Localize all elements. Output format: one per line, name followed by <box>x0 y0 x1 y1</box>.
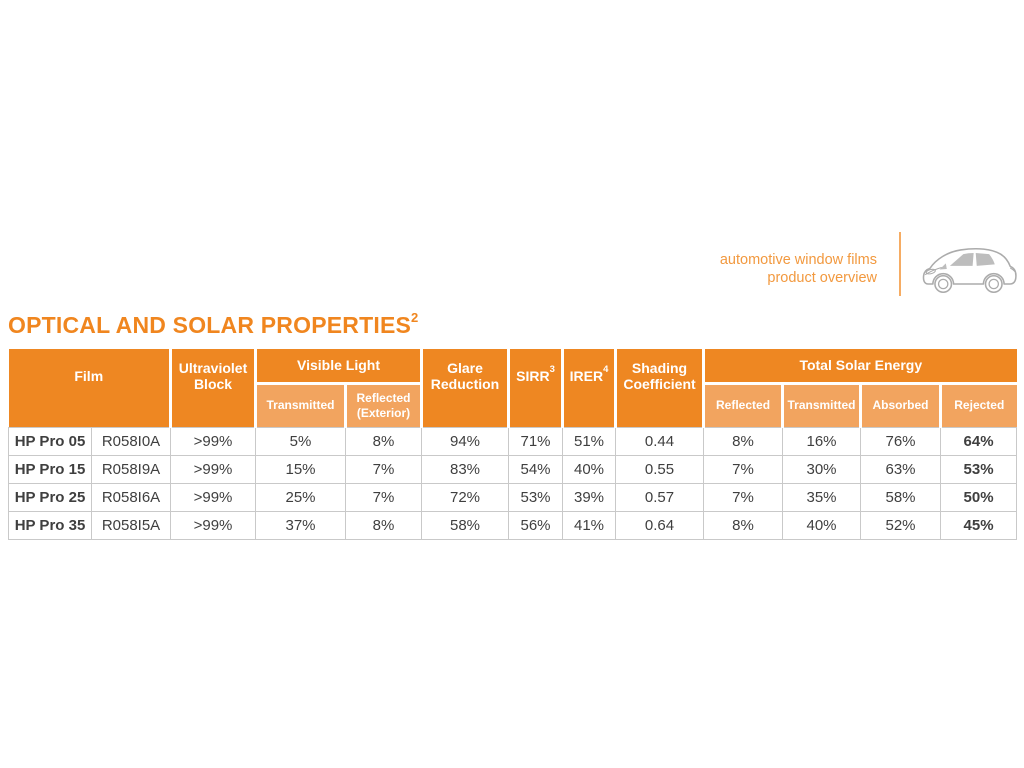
cell-vl-transmitted: 37% <box>255 510 346 540</box>
cell-glare-reduction: 72% <box>421 482 510 512</box>
cell-glare-reduction: 83% <box>421 454 510 484</box>
cell-film-code: R058I6A <box>91 482 171 512</box>
col-header-ultraviolet-block: Ultraviolet Block <box>170 349 257 427</box>
page-title: OPTICAL AND SOLAR PROPERTIES2 <box>8 310 419 339</box>
col-header-total-solar-energy: Total Solar Energy <box>703 349 1017 385</box>
cell-tse-reflected: 7% <box>703 482 784 512</box>
sirr-label: SIRR <box>516 367 550 384</box>
cell-tse-transmitted: 30% <box>782 454 862 484</box>
sirr-superscript: 3 <box>549 364 555 376</box>
cell-vl-transmitted: 25% <box>255 482 346 512</box>
cell-glare-reduction: 94% <box>421 426 510 456</box>
page-title-text: OPTICAL AND SOLAR PROPERTIES <box>8 312 412 338</box>
car-icon <box>920 239 1018 297</box>
cell-shading-coefficient: 0.44 <box>615 426 705 456</box>
optical-solar-properties-table: Film Ultraviolet Block Visible Light Gla… <box>8 349 1018 540</box>
tagline-line2: product overview <box>767 270 877 286</box>
table-row-hp-pro-05: HP Pro 05 R058I0A >99% 5% 8% 94% 71% 51%… <box>8 426 1018 456</box>
cell-tse-reflected: 8% <box>703 426 784 456</box>
cell-tse-absorbed: 58% <box>860 482 942 512</box>
header-divider <box>899 232 901 296</box>
cell-tse-transmitted: 40% <box>782 510 862 540</box>
table-row-hp-pro-25: HP Pro 25 R058I6A >99% 25% 7% 72% 53% 39… <box>8 482 1018 512</box>
cell-vl-reflected: 8% <box>344 510 423 540</box>
table-row-hp-pro-35: HP Pro 35 R058I5A >99% 37% 8% 58% 56% 41… <box>8 510 1018 540</box>
col-header-irer: IRER4 <box>562 349 618 427</box>
cell-vl-reflected: 7% <box>344 482 423 512</box>
cell-glare-reduction: 58% <box>421 510 510 540</box>
cell-shading-coefficient: 0.55 <box>615 454 705 484</box>
col-header-vl-reflected-exterior: Reflected (Exterior) <box>345 383 424 427</box>
cell-sirr: 53% <box>508 482 564 512</box>
col-header-tse-transmitted: Transmitted <box>782 383 863 427</box>
cell-vl-transmitted: 15% <box>255 454 346 484</box>
cell-shading-coefficient: 0.64 <box>615 510 705 540</box>
cell-irer: 41% <box>562 510 617 540</box>
cell-film-code: R058I9A <box>91 454 171 484</box>
col-header-shading-coefficient: Shading Coefficient <box>615 349 706 427</box>
properties-table-wrapper: Film Ultraviolet Block Visible Light Gla… <box>8 349 1018 540</box>
col-header-visible-light: Visible Light <box>255 349 424 385</box>
header-row-groups: Film Ultraviolet Block Visible Light Gla… <box>8 349 1017 427</box>
cell-tse-absorbed: 76% <box>860 426 942 456</box>
brand-tagline: automotive window films product overview <box>720 251 877 287</box>
irer-superscript: 4 <box>603 364 609 376</box>
cell-film-name: HP Pro 15 <box>8 454 92 484</box>
cell-uv-block: >99% <box>170 454 256 484</box>
cell-tse-transmitted: 35% <box>782 482 862 512</box>
cell-tse-absorbed: 63% <box>860 454 942 484</box>
cell-shading-coefficient: 0.57 <box>615 482 705 512</box>
cell-tse-absorbed: 52% <box>860 510 942 540</box>
cell-tse-rejected: 45% <box>940 510 1018 540</box>
cell-tse-reflected: 8% <box>703 510 784 540</box>
cell-tse-rejected: 50% <box>940 482 1018 512</box>
cell-uv-block: >99% <box>170 482 256 512</box>
cell-uv-block: >99% <box>170 510 256 540</box>
cell-vl-reflected: 8% <box>344 426 423 456</box>
cell-film-name: HP Pro 25 <box>8 482 92 512</box>
cell-irer: 39% <box>562 482 617 512</box>
col-header-vl-transmitted: Transmitted <box>255 383 347 427</box>
cell-tse-rejected: 53% <box>940 454 1018 484</box>
cell-irer: 51% <box>562 426 617 456</box>
cell-vl-transmitted: 5% <box>255 426 346 456</box>
table-row-hp-pro-15: HP Pro 15 R058I9A >99% 15% 7% 83% 54% 40… <box>8 454 1018 484</box>
col-header-tse-absorbed: Absorbed <box>860 383 943 427</box>
col-header-tse-rejected: Rejected <box>940 383 1017 427</box>
cell-vl-reflected: 7% <box>344 454 423 484</box>
col-header-film: Film <box>8 349 172 427</box>
col-header-tse-reflected: Reflected <box>703 383 785 427</box>
cell-tse-reflected: 7% <box>703 454 784 484</box>
cell-sirr: 54% <box>508 454 564 484</box>
cell-film-code: R058I5A <box>91 510 171 540</box>
header-row-subcolumns: Transmitted Reflected (Exterior) Reflect… <box>9 383 1017 427</box>
tagline-line1: automotive window films <box>719 252 877 268</box>
cell-tse-transmitted: 16% <box>782 426 862 456</box>
cell-film-code: R058I0A <box>91 426 171 456</box>
cell-uv-block: >99% <box>170 426 256 456</box>
cell-film-name: HP Pro 35 <box>8 510 92 540</box>
page-title-superscript: 2 <box>411 310 419 326</box>
col-header-glare-reduction: Glare Reduction <box>421 349 511 427</box>
cell-sirr: 71% <box>508 426 564 456</box>
cell-film-name: HP Pro 05 <box>8 426 92 456</box>
cell-sirr: 56% <box>508 510 564 540</box>
col-header-sirr: SIRR3 <box>508 349 565 427</box>
cell-irer: 40% <box>562 454 617 484</box>
irer-label: IRER <box>569 367 604 384</box>
cell-tse-rejected: 64% <box>940 426 1018 456</box>
